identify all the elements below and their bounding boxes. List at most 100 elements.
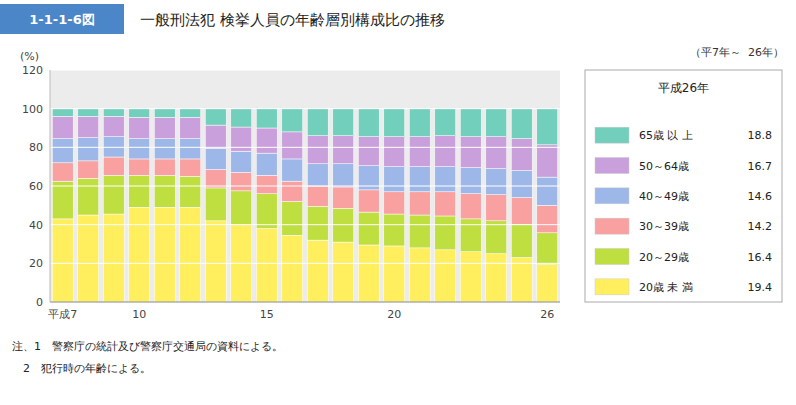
bar-segment: [154, 159, 175, 175]
bar-segment: [307, 186, 328, 206]
bar-segment: [78, 109, 99, 117]
bar-segment: [435, 192, 456, 216]
legend-title: 平成26年: [658, 81, 709, 95]
bar-segment: [409, 167, 430, 192]
bar-segment: [460, 219, 481, 252]
bar-segment: [460, 168, 481, 194]
bar-segment: [154, 117, 175, 138]
bar-segment: [180, 139, 201, 159]
bar-segment: [231, 109, 252, 127]
bar-segment: [282, 235, 303, 302]
bar-segment: [460, 109, 481, 137]
bar-segment: [409, 192, 430, 215]
bar-segment: [358, 109, 379, 137]
bar-segment: [384, 246, 405, 302]
bar-segment: [103, 109, 124, 117]
series: [52, 175, 557, 264]
legend-value: 16.7: [748, 160, 773, 173]
legend-box: [585, 70, 782, 302]
bar-segment: [511, 109, 532, 139]
y-tick-label: 60: [29, 180, 43, 193]
bar-segment: [537, 177, 558, 205]
bar-segment: [435, 167, 456, 192]
bar-segment: [384, 192, 405, 214]
bar-segment: [435, 109, 456, 136]
bar-segment: [486, 195, 507, 221]
bar-segment: [231, 191, 252, 225]
legend-value: 19.4: [748, 281, 773, 294]
legend-swatch: [595, 158, 629, 174]
bar-segment: [409, 248, 430, 302]
x-tick-label: 10: [132, 308, 146, 321]
legend-entry: 40～49歳: [639, 190, 689, 203]
bar-segment: [205, 221, 226, 302]
bar-segment: [333, 164, 354, 187]
bar-segment: [103, 175, 124, 214]
bar-segment: [384, 167, 405, 192]
bar-segment: [154, 109, 175, 118]
bar-segment: [282, 109, 303, 132]
plot-background: [50, 70, 560, 302]
bar-segment: [511, 171, 532, 198]
grid: [50, 70, 560, 263]
bar-segment: [435, 250, 456, 302]
grid-line: [50, 186, 560, 187]
bar-segment: [307, 136, 328, 164]
bar-segment: [333, 242, 354, 302]
bar-segment: [52, 109, 73, 117]
chart: 1-1-1-6図一般刑法犯 検挙人員の年齢層別構成比の推移（平7年～ 26年）0…: [0, 0, 796, 405]
bar-segment: [409, 215, 430, 248]
bar-segment: [154, 139, 175, 159]
legend-entry: 65歳 以 上: [639, 129, 693, 142]
y-tick-label: 20: [29, 257, 43, 270]
bar-segment: [52, 181, 73, 219]
legend-entry: 20～29歳: [639, 251, 689, 264]
grid-line: [50, 263, 560, 264]
y-axis-label: (%): [20, 50, 39, 63]
bar-segment: [103, 157, 124, 175]
bar-segment: [180, 117, 201, 138]
bar-segment: [333, 187, 354, 208]
bar-segment: [129, 207, 150, 302]
bar-segment: [486, 137, 507, 169]
bar-segment: [537, 205, 558, 232]
legend-entry: 20歳 未 満: [639, 281, 693, 294]
bar-segment: [384, 137, 405, 167]
bar-segment: [486, 109, 507, 137]
bar-segment: [282, 181, 303, 201]
bar-segment: [256, 194, 277, 229]
series: [52, 157, 557, 233]
bar-segment: [256, 229, 277, 302]
x-axis-line: [50, 302, 560, 303]
bar-segment: [78, 138, 99, 161]
legend-entry: 30～39歳: [639, 220, 689, 233]
bar-segment: [460, 252, 481, 302]
x-tick-label: 15: [260, 308, 274, 321]
bar-segment: [180, 207, 201, 302]
bar-segment: [435, 136, 456, 167]
note: 2 犯行時の年齢による。: [12, 362, 151, 375]
bar-segment: [180, 176, 201, 207]
bar-segment: [384, 214, 405, 246]
bar-segment: [52, 219, 73, 302]
series: [52, 116, 557, 177]
bar-segment: [333, 109, 354, 136]
x-tick-label: 平成7: [48, 308, 77, 321]
bar-segment: [511, 198, 532, 225]
grid-line: [50, 147, 560, 148]
bar-segment: [256, 175, 277, 193]
x-tick-label: 20: [387, 308, 401, 321]
bar-segment: [486, 221, 507, 254]
bar-segment: [282, 159, 303, 181]
grid-line: [50, 108, 560, 109]
legend-swatch: [595, 279, 629, 295]
bar-segment: [129, 109, 150, 118]
bar-segment: [537, 145, 558, 177]
bar-segment: [256, 109, 277, 128]
bar-segment: [537, 264, 558, 302]
bar-segment: [231, 151, 252, 172]
y-tick-label: 40: [29, 219, 43, 232]
bar-segment: [460, 137, 481, 168]
bar-segment: [307, 240, 328, 302]
bar-segment: [78, 215, 99, 302]
